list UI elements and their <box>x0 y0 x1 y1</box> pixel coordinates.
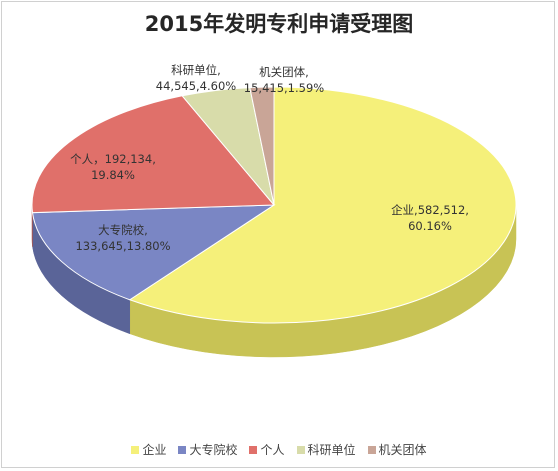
chart-title: 2015年发明专利申请受理图 <box>144 12 414 36</box>
data-label-2-line2: 133,645,13.80% <box>75 239 170 253</box>
data-label-3-line1: 个人，192,134, <box>70 152 156 166</box>
data-label-5-line1: 机关团体, <box>259 65 309 79</box>
data-label-2-line1: 大专院校, <box>98 223 148 237</box>
data-label-1-line1: 企业,582,512, <box>391 203 469 217</box>
legend-label-1: 企业 <box>142 443 167 457</box>
pie-slice-5 <box>249 86 275 206</box>
legend-swatch-4 <box>296 446 305 454</box>
pie-slice-2 <box>31 204 276 301</box>
legend-item-2: 大专院校 <box>178 441 237 458</box>
chart-legend: 企业 大专院校 个人 科研单位 机关团体 <box>0 441 558 458</box>
legend-swatch-2 <box>178 446 187 454</box>
legend-item-4: 科研单位 <box>296 441 356 458</box>
legend-label-5: 机关团体 <box>378 443 427 457</box>
data-label-1-line2: 60.16% <box>408 219 452 233</box>
data-label-4-line1: 科研单位, <box>171 63 221 77</box>
data-label-3-line2: 19.84% <box>91 168 135 182</box>
data-label-5-line2: 15,415,1.59% <box>244 81 324 95</box>
legend-swatch-5 <box>367 446 376 454</box>
pie-slice-1 <box>128 86 517 324</box>
legend-swatch-3 <box>249 446 258 454</box>
legend-item-5: 机关团体 <box>367 441 427 458</box>
pie-slice-3 <box>31 95 276 214</box>
legend-label-3: 个人 <box>260 443 285 457</box>
data-label-4-line2: 44,545,4.60% <box>156 79 236 93</box>
legend-label-4: 科研单位 <box>307 443 356 457</box>
legend-swatch-1 <box>131 446 140 454</box>
legend-label-2: 大专院校 <box>189 443 238 457</box>
legend-item-3: 个人 <box>249 441 285 458</box>
legend-item-1: 企业 <box>131 441 166 458</box>
